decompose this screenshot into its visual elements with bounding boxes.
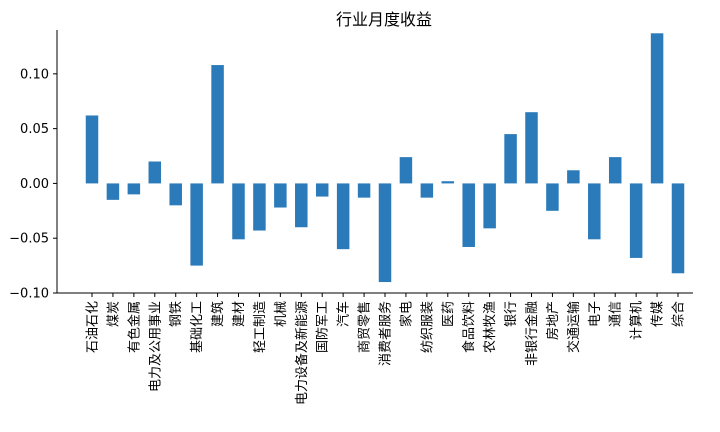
x-tick-label: 电力及公用事业 bbox=[148, 301, 163, 392]
bar bbox=[378, 183, 392, 283]
bar bbox=[148, 161, 162, 184]
bar bbox=[608, 157, 622, 184]
bar bbox=[232, 183, 245, 240]
bar bbox=[169, 183, 182, 206]
bar bbox=[567, 170, 580, 184]
x-tick-label: 建筑 bbox=[210, 301, 226, 327]
bar bbox=[629, 183, 643, 258]
chart-title: 行业月度收益 bbox=[336, 10, 432, 29]
x-tick-label: 基础化工 bbox=[190, 301, 205, 353]
x-tick-label: 综合 bbox=[672, 301, 687, 327]
bar bbox=[211, 65, 224, 184]
bar bbox=[106, 183, 120, 200]
bar bbox=[546, 183, 559, 211]
x-tick-label: 食品饮料 bbox=[461, 301, 477, 353]
bar bbox=[253, 183, 266, 231]
bar bbox=[483, 183, 496, 229]
x-tick-label: 消费者服务 bbox=[378, 301, 394, 366]
bar bbox=[399, 157, 413, 184]
x-tick-label: 轻工制造 bbox=[253, 301, 268, 353]
y-tick-label: 0.00 bbox=[20, 177, 49, 192]
bar bbox=[336, 183, 350, 250]
x-axis: 石油石化 煤炭 有色金属 电力及公用事业 钢铁 基础化工 建筑 建材 轻工制造 机械 电力设备及新能… bbox=[57, 292, 693, 405]
x-tick-label: 商贸零售 bbox=[357, 301, 373, 353]
x-tick-label: 家电 bbox=[398, 301, 414, 327]
x-tick-label: 医药 bbox=[441, 301, 456, 327]
bar bbox=[420, 183, 434, 198]
x-tick-label: 房地产 bbox=[545, 301, 561, 340]
bar bbox=[274, 183, 287, 208]
x-tick-label: 纺织服装 bbox=[420, 301, 435, 353]
bar bbox=[525, 112, 538, 184]
x-tick-label: 钢铁 bbox=[169, 301, 184, 327]
x-tick-label: 交通运输 bbox=[566, 301, 582, 353]
bar bbox=[357, 183, 371, 198]
x-tick-label: 通信 bbox=[609, 301, 624, 327]
x-tick-label: 石油石化 bbox=[86, 301, 101, 353]
bar bbox=[671, 183, 685, 274]
y-tick-label: 0.05 bbox=[20, 122, 49, 137]
x-tick-label: 计算机 bbox=[630, 301, 645, 340]
x-tick-label: 国防军工 bbox=[315, 301, 331, 353]
bars-group bbox=[85, 33, 685, 283]
x-tick-label: 银行 bbox=[504, 301, 519, 327]
x-tick-label: 煤炭 bbox=[106, 301, 121, 327]
y-tick-label: −0.10 bbox=[9, 287, 49, 302]
x-tick-label: 有色金属 bbox=[126, 301, 142, 353]
bar bbox=[650, 33, 664, 184]
bar bbox=[295, 183, 308, 228]
x-tick-label: 电子 bbox=[588, 301, 603, 327]
bar bbox=[462, 183, 475, 247]
x-tick-label: 建材 bbox=[232, 301, 247, 327]
bar bbox=[315, 183, 329, 197]
bar bbox=[190, 183, 203, 266]
y-tick-label: 0.10 bbox=[20, 67, 49, 82]
bar bbox=[127, 183, 141, 195]
x-tick-label: 机械 bbox=[274, 301, 289, 327]
y-tick-label: −0.05 bbox=[9, 232, 49, 247]
x-tick-label: 农林牧渔 bbox=[483, 301, 498, 353]
bar bbox=[588, 183, 601, 240]
bar bbox=[441, 181, 455, 184]
x-tick-label: 非银行金融 bbox=[524, 301, 540, 366]
y-axis: −0.10 −0.05 0.00 0.05 0.10 bbox=[9, 30, 58, 302]
x-tick-label: 电力设备及新能源 bbox=[294, 301, 310, 405]
x-tick-label: 传媒 bbox=[651, 301, 666, 327]
x-tick-label: 汽车 bbox=[336, 301, 352, 327]
bar bbox=[85, 115, 99, 184]
bar bbox=[504, 134, 517, 184]
